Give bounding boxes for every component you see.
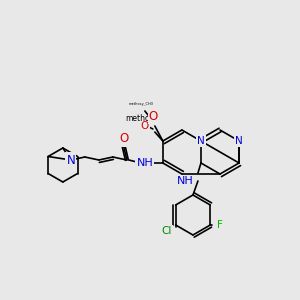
Text: NH: NH [177,176,194,186]
Text: methoxy_CH3: methoxy_CH3 [128,102,153,106]
Text: methoxy: methoxy [125,114,158,123]
Text: O: O [119,133,128,146]
Text: Cl: Cl [161,226,172,236]
Text: N: N [67,154,75,166]
Text: NH: NH [136,158,153,168]
Text: N: N [67,154,75,166]
Text: O: O [141,121,149,131]
Text: N: N [235,136,243,146]
Text: F: F [217,220,223,230]
Text: N: N [197,136,205,146]
Text: O: O [148,110,158,124]
